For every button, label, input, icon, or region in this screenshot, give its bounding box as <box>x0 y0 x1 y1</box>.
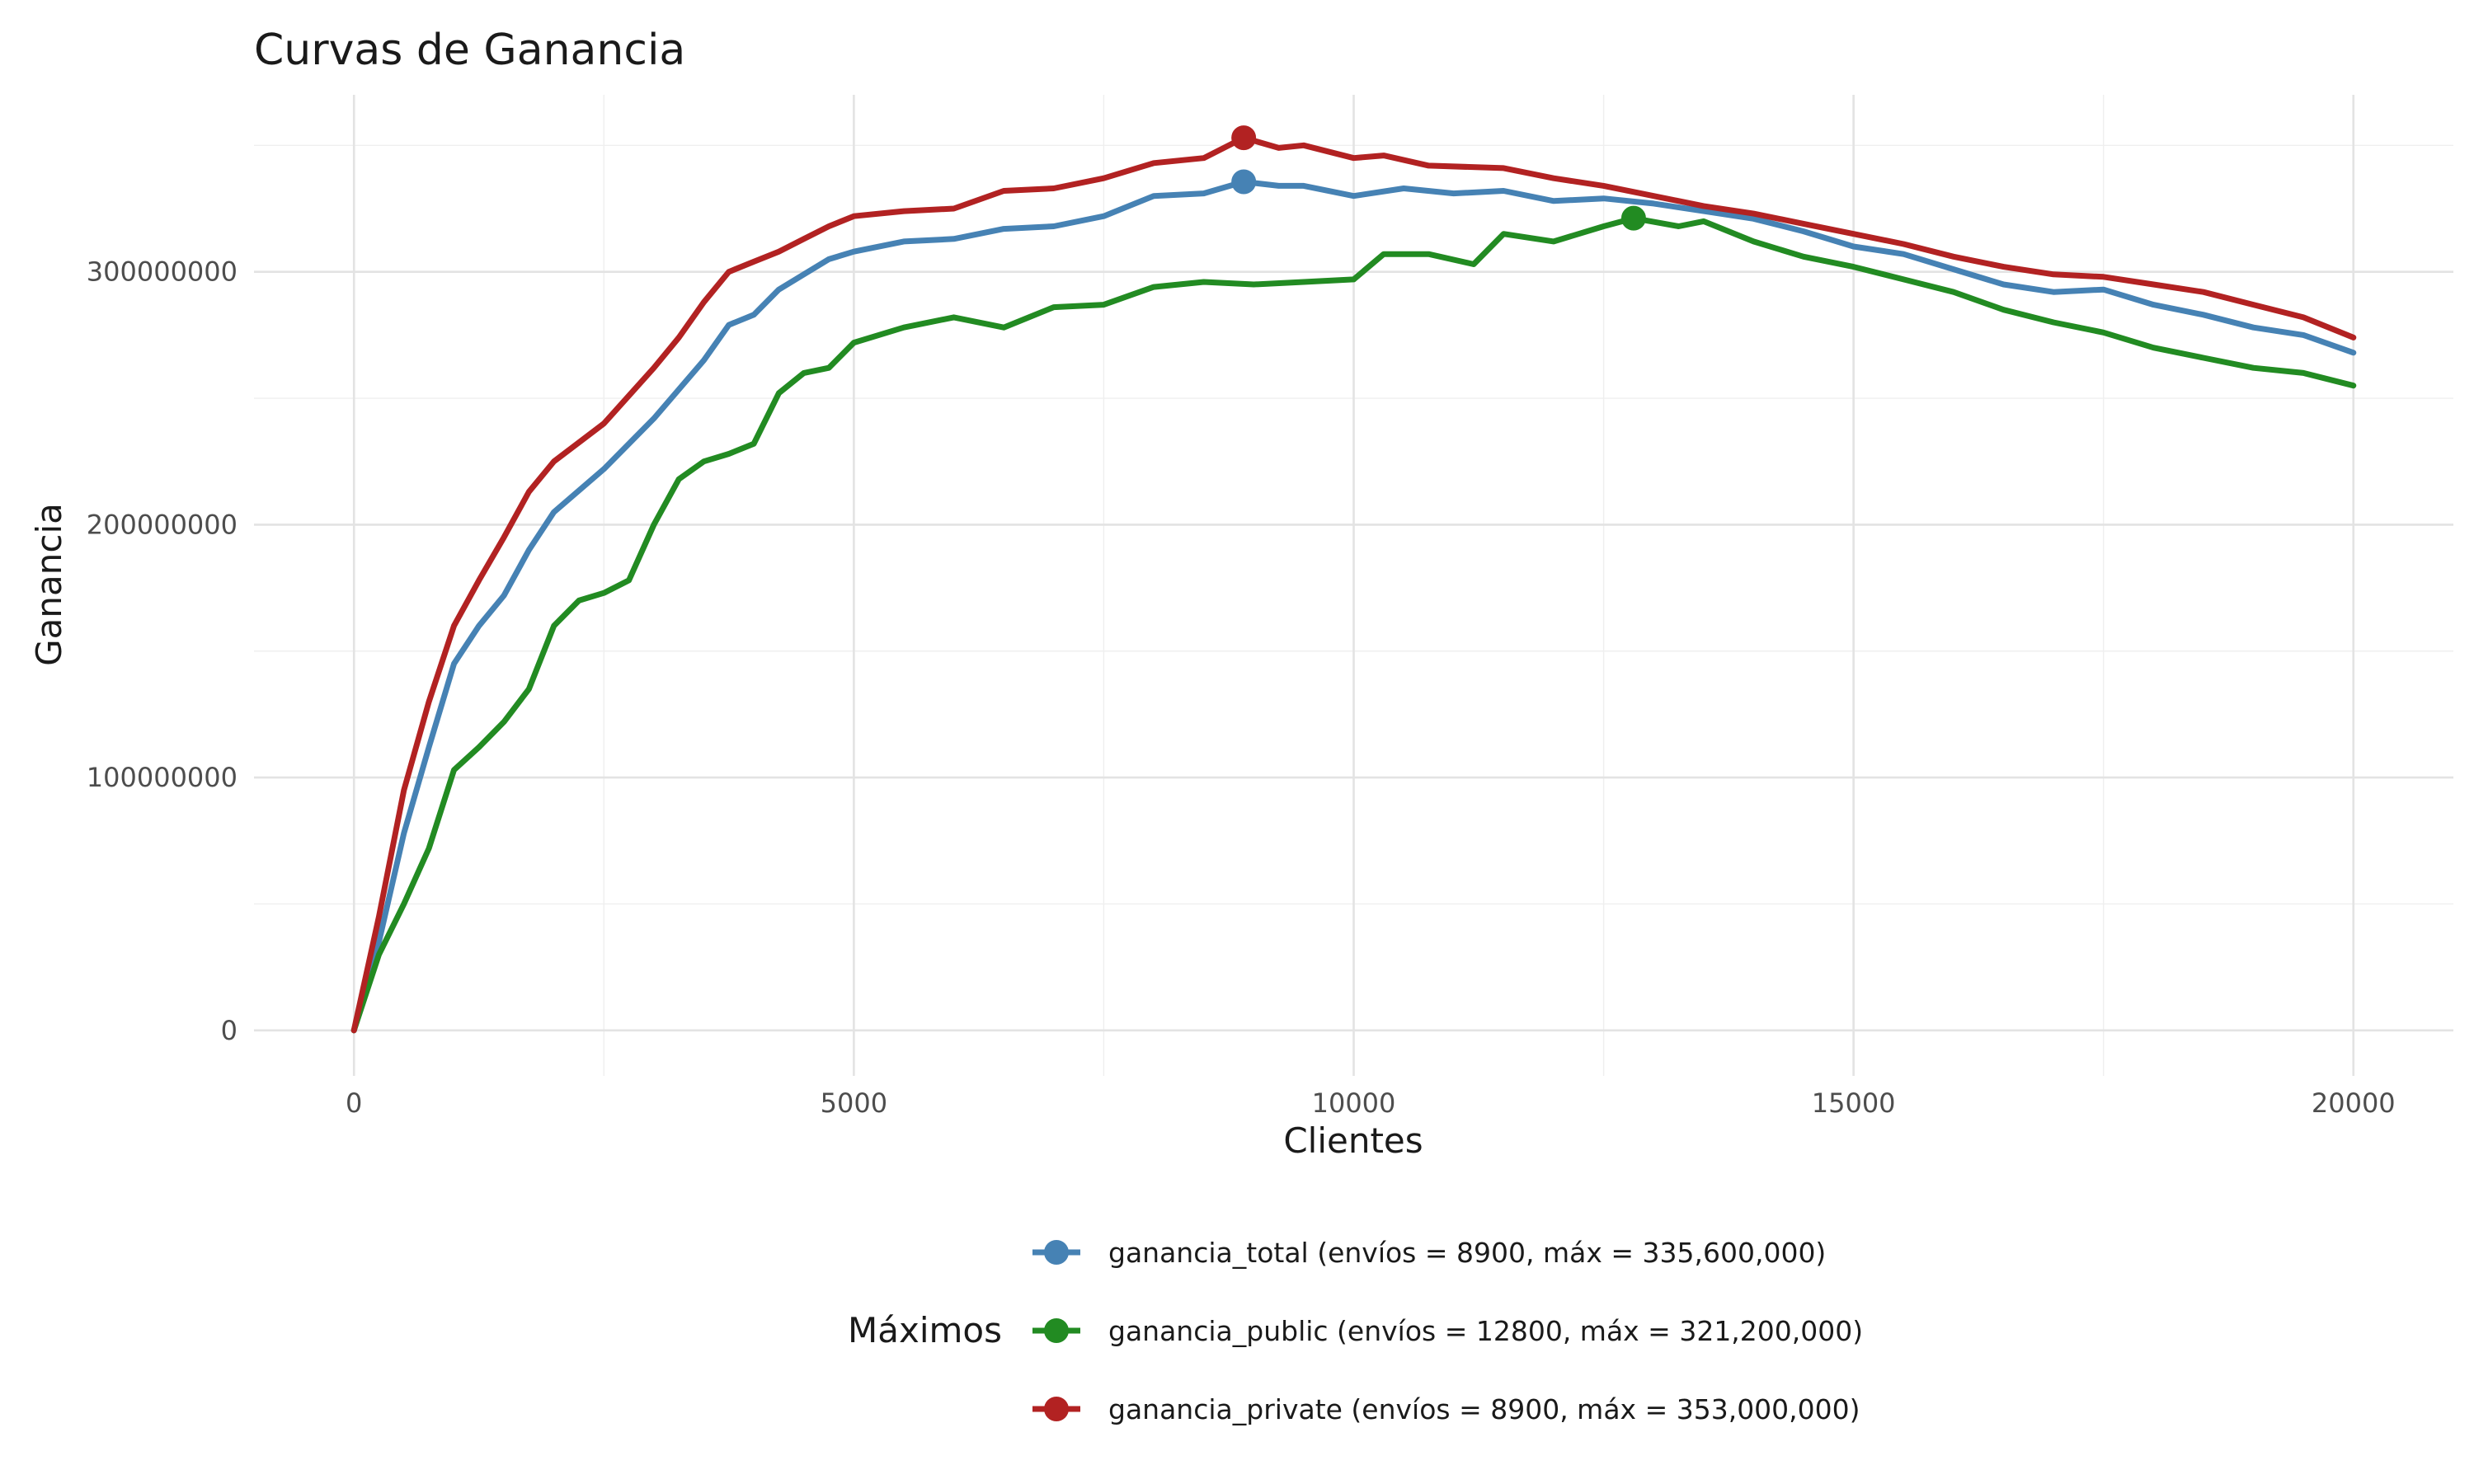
y-tick-label: 200000000 <box>87 509 238 540</box>
legend-title: Máximos <box>848 1310 1002 1350</box>
ganancia_public-line <box>350 215 2357 1034</box>
major-gridlines <box>254 95 2453 1076</box>
y-tick-label: 300000000 <box>87 256 238 288</box>
max-points <box>1231 125 1646 231</box>
ganancia_private-max-point <box>1231 125 1257 151</box>
y-tick-label: 0 <box>221 1015 238 1046</box>
x-axis-title: Clientes <box>1283 1120 1423 1161</box>
y-tick-label: 100000000 <box>87 762 238 793</box>
x-tick-label: 0 <box>346 1087 362 1119</box>
ganancia_public-legend-key-point <box>1044 1318 1069 1343</box>
series-lines <box>350 134 2357 1034</box>
ganancia_public-legend-label: ganancia_public (envíos = 12800, máx = 3… <box>1108 1315 1863 1347</box>
ganancia_public-max-point <box>1620 205 1646 231</box>
x-tick-label: 10000 <box>1312 1087 1396 1119</box>
x-tick-labels: 0 5000 10000 15000 20000 <box>346 1087 2396 1119</box>
y-tick-labels: 0 100000000 200000000 300000000 <box>87 256 238 1046</box>
x-tick-label: 15000 <box>1812 1087 1896 1119</box>
ganancia_total-line <box>350 179 2357 1034</box>
ganancia_private-line <box>350 134 2357 1034</box>
x-tick-label: 5000 <box>821 1087 887 1119</box>
legend: ganancia_total (envíos = 8900, máx = 335… <box>1032 1237 1863 1425</box>
ganancia_total-legend-label: ganancia_total (envíos = 8900, máx = 335… <box>1108 1237 1826 1269</box>
ganancia_total-max-point <box>1231 169 1257 195</box>
ganancia_private-legend-key-point <box>1044 1397 1069 1421</box>
chart-title: Curvas de Ganancia <box>254 26 685 75</box>
ganancia_total-legend-key-point <box>1044 1240 1069 1265</box>
ganancia_private-legend-label: ganancia_private (envíos = 8900, máx = 3… <box>1108 1393 1860 1425</box>
x-tick-label: 20000 <box>2312 1087 2396 1119</box>
y-axis-title: Ganancia <box>29 503 69 666</box>
